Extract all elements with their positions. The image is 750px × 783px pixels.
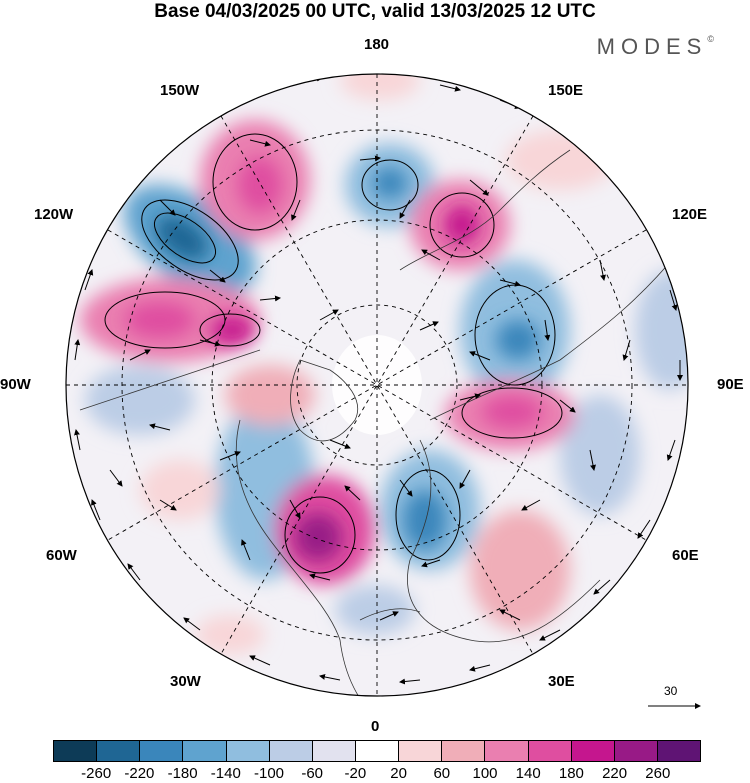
reference-vector-label: 30 <box>664 684 678 698</box>
graticule <box>66 74 688 696</box>
colorbar-bin <box>399 741 443 761</box>
lon-label-180: 180 <box>364 36 390 53</box>
colorbar-tick-label: -260 <box>81 765 112 782</box>
colorbar-tick-label: -60 <box>301 765 324 782</box>
colorbar-bin <box>269 741 313 761</box>
colorbar-tick-label: -180 <box>167 765 198 782</box>
colorbar-bin <box>571 741 615 761</box>
colorbar-ticks: -260 -220 -180 -140 -100 -60 -20 20 60 100 140 180 2… <box>53 765 701 783</box>
colorbar-tick-label: -220 <box>124 765 155 782</box>
lon-label-60w: 60W <box>46 547 77 564</box>
lon-label-150e: 150E <box>548 82 584 99</box>
colorbar-tick-label: -140 <box>210 765 241 782</box>
colorbar-bin <box>614 741 658 761</box>
lon-label-120e: 120E <box>672 206 708 223</box>
colorbar-bin <box>226 741 270 761</box>
polar-map <box>65 73 701 709</box>
colorbar-tick-label: -100 <box>253 765 285 782</box>
brand-name: MODES <box>596 34 708 59</box>
lon-label-30w: 30W <box>170 673 201 690</box>
positive-anomaly-30w <box>195 615 265 655</box>
positive-anomaly-180 <box>340 74 420 100</box>
negative-anomaly-0 <box>335 585 415 635</box>
positive-anomaly-45e <box>470 510 570 630</box>
copyright-mark: © <box>707 34 714 44</box>
positive-anomaly-130e <box>505 130 615 190</box>
lon-label-60e: 60E <box>672 547 699 564</box>
colorbar <box>53 740 701 762</box>
colorbar-tick-label: -20 <box>344 765 367 782</box>
colorbar-bin <box>54 741 98 761</box>
negative-anomaly-100w <box>85 365 195 435</box>
colorbar-tick-label: 100 <box>472 765 498 782</box>
lon-label-90w: 90W <box>0 376 31 393</box>
colorbar-bin <box>183 741 227 761</box>
colorbar-bin <box>442 741 486 761</box>
lon-label-150w: 150W <box>160 82 200 99</box>
lon-label-30e: 30E <box>548 673 575 690</box>
colorbar-tick-label: 20 <box>390 765 407 782</box>
positive-anomaly-80w <box>225 365 315 425</box>
colorbar-tick-label: 260 <box>645 765 671 782</box>
colorbar-bin <box>140 741 184 761</box>
lon-label-0: 0 <box>371 718 380 735</box>
colorbar-tick-label: 180 <box>558 765 584 782</box>
colorbar-bin <box>97 741 141 761</box>
colorbar-tick-label: 140 <box>515 765 541 782</box>
anomaly-field <box>66 74 688 696</box>
positive-anomaly-70w <box>140 460 220 520</box>
map-title: Base 04/03/2025 00 UTC, valid 13/03/2025… <box>154 1 596 22</box>
brand-logo: MODES© <box>597 34 714 60</box>
colorbar-bin <box>312 741 356 761</box>
map-boundary <box>65 73 689 697</box>
lon-label-90e: 90E <box>717 376 744 393</box>
colorbar-tick-label: 60 <box>433 765 451 782</box>
colorbar-bin <box>485 741 529 761</box>
colorbar-bin <box>657 741 701 761</box>
colorbar-tick-label: 220 <box>602 765 628 782</box>
negative-anomaly-120e-east <box>635 270 688 390</box>
lon-label-120w: 120W <box>34 206 74 223</box>
coastlines <box>79 149 681 696</box>
negative-anomaly-80e <box>560 395 640 515</box>
colorbar-bin <box>355 741 400 761</box>
colorbar-bin <box>528 741 572 761</box>
